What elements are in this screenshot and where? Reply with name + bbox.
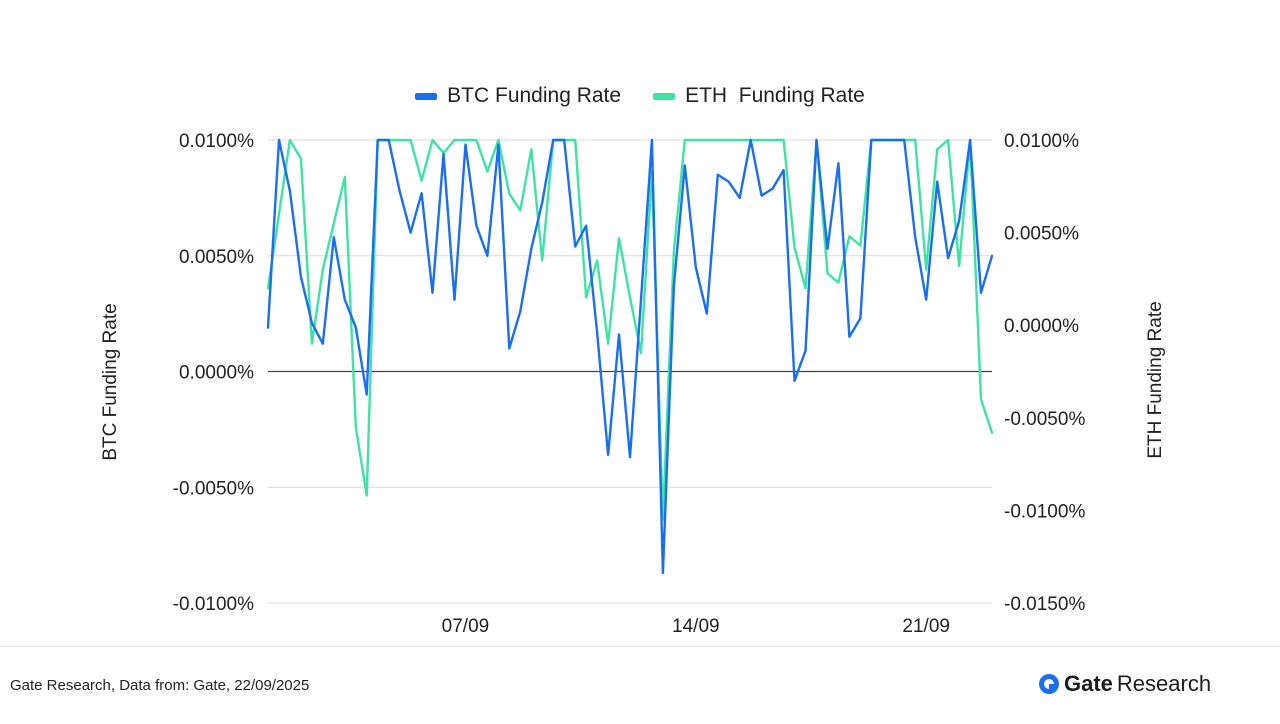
legend-item-eth: ETH Funding Rate bbox=[653, 84, 865, 108]
y-right-tick-labels: -0.0150% -0.0100% -0.0050% 0.0000% 0.0050% 0.… bbox=[1004, 131, 1085, 615]
legend-label-btc: BTC Funding Rate bbox=[447, 84, 622, 107]
x-tick-label: 14/09 bbox=[672, 616, 720, 637]
legend-swatch-btc bbox=[415, 92, 438, 100]
chart-area: -0.0100% -0.0050% 0.0000% 0.0050% 0.0100% -0… bbox=[100, 131, 1166, 637]
y-left-tick-label: 0.0100% bbox=[179, 131, 254, 152]
gate-research-logo: Gate Research bbox=[1038, 671, 1211, 697]
chart-legend: BTC Funding Rate ETH Funding Rate bbox=[0, 84, 1280, 108]
brand-sub: Research bbox=[1116, 671, 1212, 696]
y-left-tick-label: -0.0100% bbox=[173, 594, 254, 615]
y-right-tick-label: 0.0050% bbox=[1004, 224, 1079, 245]
y-right-tick-label: -0.0150% bbox=[1004, 594, 1085, 615]
y-left-tick-labels: -0.0100% -0.0050% 0.0000% 0.0050% 0.0100% bbox=[173, 131, 254, 615]
y-left-tick-label: -0.0050% bbox=[173, 478, 254, 499]
legend-item-btc: BTC Funding Rate bbox=[415, 84, 621, 108]
y-right-tick-label: -0.0050% bbox=[1004, 409, 1085, 430]
y-right-axis-label: ETH Funding Rate bbox=[1145, 301, 1166, 458]
y-right-tick-label: -0.0100% bbox=[1004, 501, 1085, 522]
legend-swatch-eth bbox=[653, 92, 676, 100]
y-right-tick-label: 0.0100% bbox=[1004, 131, 1079, 152]
series-line-btc bbox=[266, 138, 994, 575]
x-tick-label: 07/09 bbox=[442, 616, 490, 637]
footer-divider bbox=[0, 646, 1280, 647]
y-left-axis-label: BTC Funding Rate bbox=[100, 303, 121, 460]
x-tick-labels: 07/09 14/09 21/09 bbox=[442, 616, 950, 637]
footer-source: Gate Research, Data from: Gate, 22/09/20… bbox=[10, 677, 310, 694]
gate-logo-icon bbox=[1039, 674, 1059, 694]
y-right-tick-label: 0.0000% bbox=[1004, 316, 1079, 337]
y-left-tick-label: 0.0050% bbox=[179, 247, 254, 268]
y-left-tick-label: 0.0000% bbox=[179, 363, 254, 384]
series-line-eth bbox=[266, 138, 994, 521]
legend-label-eth: ETH Funding Rate bbox=[685, 84, 865, 107]
brand-main: Gate bbox=[1064, 671, 1113, 696]
series-lines bbox=[266, 138, 994, 575]
x-tick-label: 21/09 bbox=[902, 616, 950, 637]
